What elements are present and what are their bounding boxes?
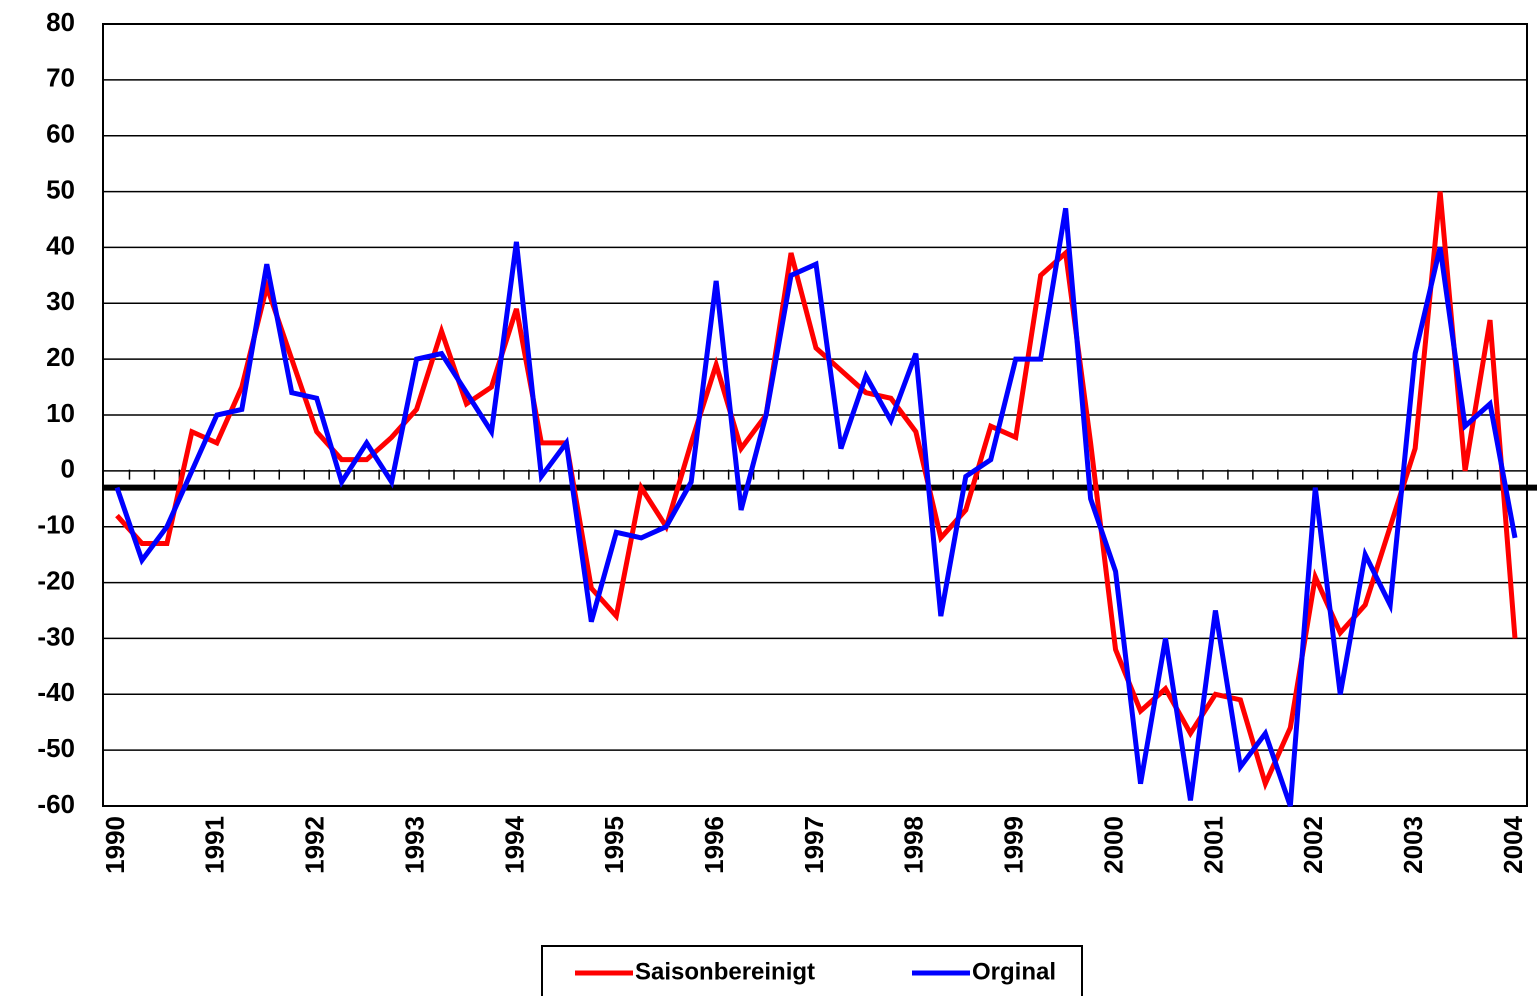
- x-tick-label: 1993: [399, 816, 429, 874]
- x-tick-label: 1998: [899, 816, 929, 874]
- x-tick-label: 1995: [599, 816, 629, 874]
- y-tick-label: 0: [61, 454, 75, 484]
- series-line: [115, 191, 1518, 791]
- x-tick-label: 1999: [999, 816, 1029, 874]
- legend-label: Orginal: [972, 958, 1056, 985]
- y-tick-label: -30: [37, 621, 75, 651]
- y-tick-label: -60: [37, 789, 75, 819]
- x-tick-label: 1991: [200, 816, 230, 874]
- x-tick-label: 2000: [1098, 816, 1128, 874]
- series-line: [114, 207, 1518, 807]
- x-tick-label: 2002: [1298, 816, 1328, 874]
- y-tick-label: -40: [37, 677, 75, 707]
- x-tick-label: 1994: [499, 815, 529, 873]
- y-tick-label: -50: [37, 733, 75, 763]
- legend-label: Saisonbereinigt: [635, 958, 815, 985]
- x-tick-label: 1990: [100, 816, 130, 874]
- y-tick-label: 30: [46, 286, 75, 316]
- y-tick-label: -10: [37, 510, 75, 540]
- y-tick-label: -20: [37, 565, 75, 595]
- y-tick-label: 70: [46, 63, 75, 93]
- x-tick-label: 2001: [1198, 816, 1228, 874]
- y-tick-label: 20: [46, 342, 75, 372]
- x-tick-label: 1997: [799, 816, 829, 874]
- x-tick-label: 2003: [1398, 816, 1428, 874]
- y-tick-label: 80: [46, 7, 75, 37]
- x-tick-label: 1992: [300, 816, 330, 874]
- y-tick-label: 50: [46, 174, 75, 204]
- y-tick-label: 60: [46, 119, 75, 149]
- y-tick-label: 10: [46, 398, 75, 428]
- x-tick-label: 2004: [1498, 815, 1528, 873]
- y-tick-label: 40: [46, 230, 75, 260]
- x-tick-label: 1996: [699, 816, 729, 874]
